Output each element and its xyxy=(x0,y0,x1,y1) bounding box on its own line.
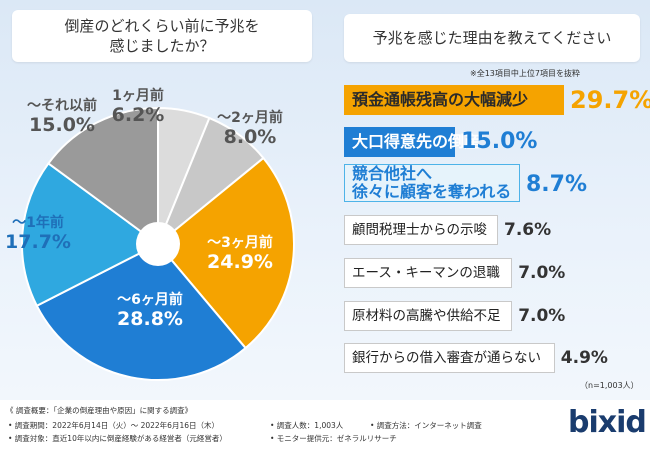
pie-chart xyxy=(21,106,295,381)
footer-heading: 《 調査概要：「企業の倒産理由や原因」に関する調査》 xyxy=(6,406,193,415)
pie-slice-2 xyxy=(156,156,295,350)
footer-period: • 調査期間：2022年6月14日（火）～ 2022年6月16日（木） xyxy=(8,421,219,430)
pie-label-value: 8.0% xyxy=(223,126,277,148)
pie-title: 倒産のどれくらい前に予兆を 感じましたか？ xyxy=(12,10,312,62)
pie-label-value: 28.8% xyxy=(117,308,183,330)
bar-value-1: 15.0% xyxy=(461,129,538,154)
pie-label-name: ～1年前 xyxy=(12,215,64,231)
bar-label-6: 銀行からの借入審査が通らない xyxy=(352,350,541,366)
pie-label-4: ～1年前 17.7% xyxy=(0,215,88,253)
footer-area xyxy=(0,400,650,450)
top-note: ※全13項目中上位7項目を抜粋 xyxy=(470,69,580,78)
bar-3 xyxy=(344,215,498,245)
bar-5 xyxy=(344,301,513,331)
footer-people: • 調査人数：1,003人 xyxy=(270,421,344,430)
bar-value-2: 8.7% xyxy=(526,172,588,197)
bar-title: 予兆を感じた理由を教えてください xyxy=(344,14,640,62)
footer-method: • 調査方法：インターネット調査 xyxy=(370,421,482,430)
pie-label-name: ～3ヶ月前 xyxy=(207,235,273,251)
bar-4 xyxy=(344,258,513,288)
pie-label-1: ～2ヶ月前 8.0% xyxy=(200,110,300,148)
pie-label-value: 17.7% xyxy=(5,231,71,253)
bar-label-5: 原材料の高騰や供給不足 xyxy=(352,308,501,324)
bar-label-3: 顧問税理士からの示唆 xyxy=(352,222,487,238)
footer-provider: • モニター提供元：ゼネラルリサーチ xyxy=(270,434,397,443)
pie-label-name: ～2ヶ月前 xyxy=(217,110,283,126)
pie-slice-3 xyxy=(35,242,247,381)
sample-size-note: （n=1,003人） xyxy=(580,381,639,390)
pie-center-hole xyxy=(136,222,180,266)
bar-label-4: エース・キーマンの退職 xyxy=(352,265,500,281)
footer-target: • 調査対象：直近10年以内に倒産経験がある経営者（元経営者） xyxy=(8,434,227,443)
bar-label-1: 大口得意先の倒産 xyxy=(352,132,481,151)
bixid-logo: bixid xyxy=(568,405,647,440)
pie-label-5: ～それ以前 15.0% xyxy=(12,98,112,136)
pie-label-value: 24.9% xyxy=(207,251,273,273)
pie-label-name: 1ヶ月前 xyxy=(112,88,164,104)
pie-slice-5 xyxy=(47,106,159,246)
pie-label-0: 1ヶ月前 6.2% xyxy=(88,88,188,126)
bar-label-2: 競合他社へ 徐々に顧客を奪われる xyxy=(352,164,512,201)
bar-value-5: 7.0% xyxy=(518,306,566,326)
bar-title-text: 予兆を感じた理由を教えてください xyxy=(372,29,612,47)
pie-slice-4 xyxy=(21,162,160,308)
bar-value-0: 29.7% xyxy=(570,86,650,114)
bar-value-4: 7.0% xyxy=(518,263,566,283)
bar-value-3: 7.6% xyxy=(504,220,552,240)
pie-label-value: 15.0% xyxy=(29,114,95,136)
pie-label-3: ～6ヶ月前 28.8% xyxy=(100,292,200,330)
pie-title-text: 倒産のどれくらい前に予兆を 感じましたか？ xyxy=(64,17,260,55)
pie-label-name: ～6ヶ月前 xyxy=(117,292,183,308)
pie-label-value: 6.2% xyxy=(111,104,165,126)
bar-label-0: 預金通帳残高の大幅減少 xyxy=(352,90,529,109)
bar-6 xyxy=(344,343,555,373)
bar-2 xyxy=(344,164,520,202)
bar-0 xyxy=(344,85,564,115)
pie-label-2: ～3ヶ月前 24.9% xyxy=(190,235,290,273)
bar-1 xyxy=(344,127,456,157)
bar-value-6: 4.9% xyxy=(560,348,608,368)
pie-label-name: ～それ以前 xyxy=(27,98,97,114)
